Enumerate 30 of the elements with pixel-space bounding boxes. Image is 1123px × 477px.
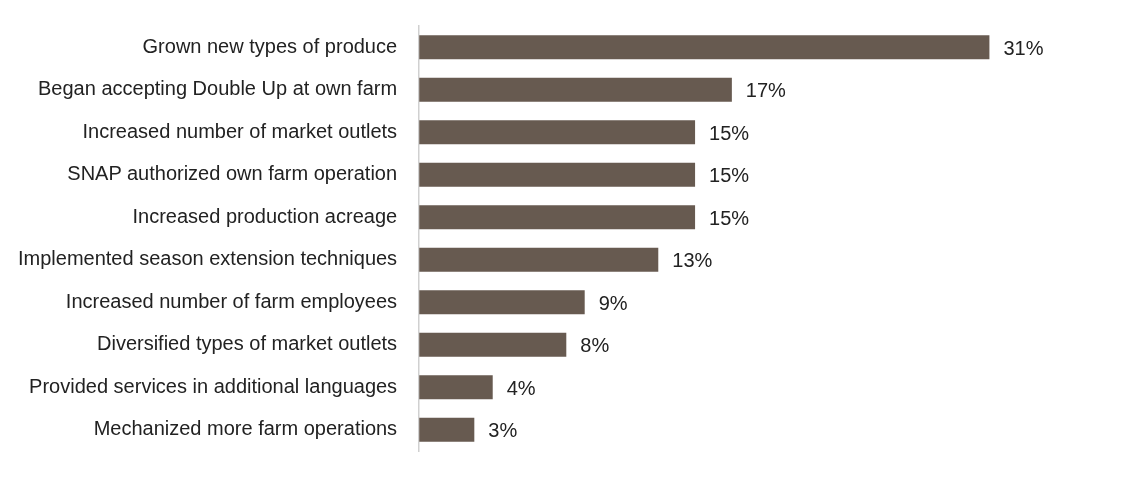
data-label: 31% (1003, 36, 1044, 59)
data-label: 3% (488, 419, 518, 442)
y-tick-label: Diversified types of market outlets (97, 332, 398, 355)
y-tick-label: Mechanized more farm operations (93, 417, 398, 440)
data-label: 15% (709, 206, 750, 229)
bar (419, 417, 475, 442)
bar (419, 162, 696, 187)
bar (419, 332, 567, 357)
data-label: 8% (580, 334, 610, 357)
data-label: 15% (709, 121, 750, 144)
y-tick-label: Increased production acreage (132, 204, 398, 227)
y-tick-label: Provided services in additional languages (29, 374, 398, 397)
bar (419, 77, 732, 102)
y-tick-label: Began accepting Double Up at own farm (38, 77, 398, 100)
data-label: 13% (672, 249, 713, 272)
data-label: 9% (598, 291, 628, 314)
y-tick-label: Grown new types of produce (142, 34, 398, 57)
data-label: 4% (506, 376, 536, 399)
y-tick-label: Increased number of farm employees (65, 289, 398, 312)
data-label: 15% (709, 164, 750, 187)
bar (419, 247, 659, 272)
bar (419, 290, 585, 315)
y-tick-label: Increased number of market outlets (82, 119, 398, 142)
bar (419, 35, 990, 60)
data-label: 17% (745, 79, 787, 102)
y-tick-label: SNAP authorized own farm operation (67, 162, 398, 185)
bar (419, 205, 696, 230)
bar (419, 120, 696, 145)
y-tick-label: Implemented season extension techniques (17, 247, 398, 270)
bar (419, 375, 493, 400)
